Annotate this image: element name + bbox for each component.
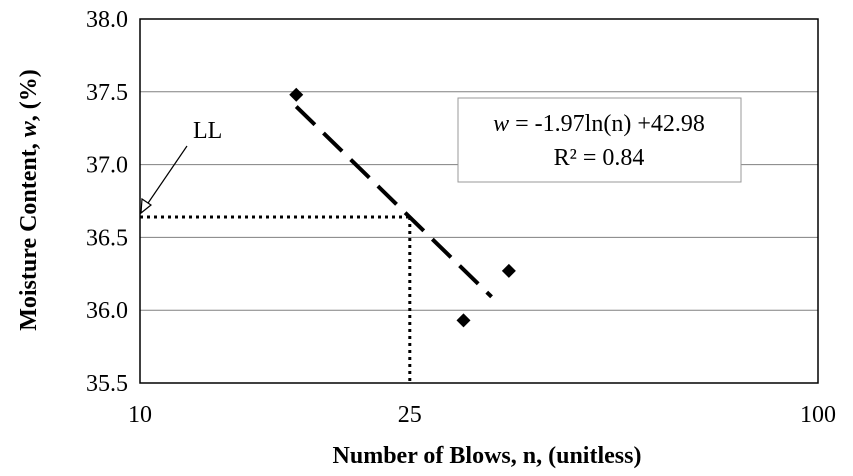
- y-tick-label: 36.5: [86, 225, 128, 251]
- trendline: [294, 105, 493, 299]
- liquid-limit-guides: [140, 215, 412, 383]
- equation-box-frame: [457, 97, 742, 183]
- equation-box: w = -1.97ln(n) +42.98 R² = 0.84: [457, 97, 742, 183]
- y-tick-label: 38.0: [86, 7, 128, 33]
- y-tick-label: 37.0: [86, 153, 128, 179]
- x-tick-label: 10: [128, 402, 152, 428]
- data-point: [289, 87, 304, 102]
- data-point: [456, 313, 471, 328]
- ll-arrow: [143, 145, 188, 210]
- plot-area-border: [139, 18, 819, 384]
- x-tick-label: 25: [398, 402, 422, 428]
- y-tick-label: 36.0: [86, 298, 128, 324]
- y-axis-title: Moisture Content, w, (%): [16, 69, 42, 331]
- x-tick-labels: 10 25 100: [128, 402, 836, 428]
- data-point: [501, 263, 516, 278]
- ll-label: LL: [193, 118, 222, 144]
- x-axis-title: Number of Blows, n, (unitless): [333, 443, 642, 469]
- ll-arrowhead: [140, 197, 153, 215]
- y-tick-labels: 35.5 36.0 36.5 37.0 37.5 38.0: [86, 7, 128, 397]
- ll-annotation: LL: [140, 118, 222, 215]
- x-tick-label: 100: [800, 402, 836, 428]
- trendline-equation: w = -1.97ln(n) +42.98: [493, 111, 705, 137]
- data-points: [289, 87, 516, 328]
- y-tick-label: 37.5: [86, 80, 128, 106]
- r-squared-label: R² = 0.84: [554, 145, 645, 171]
- y-tick-label: 35.5: [86, 371, 128, 397]
